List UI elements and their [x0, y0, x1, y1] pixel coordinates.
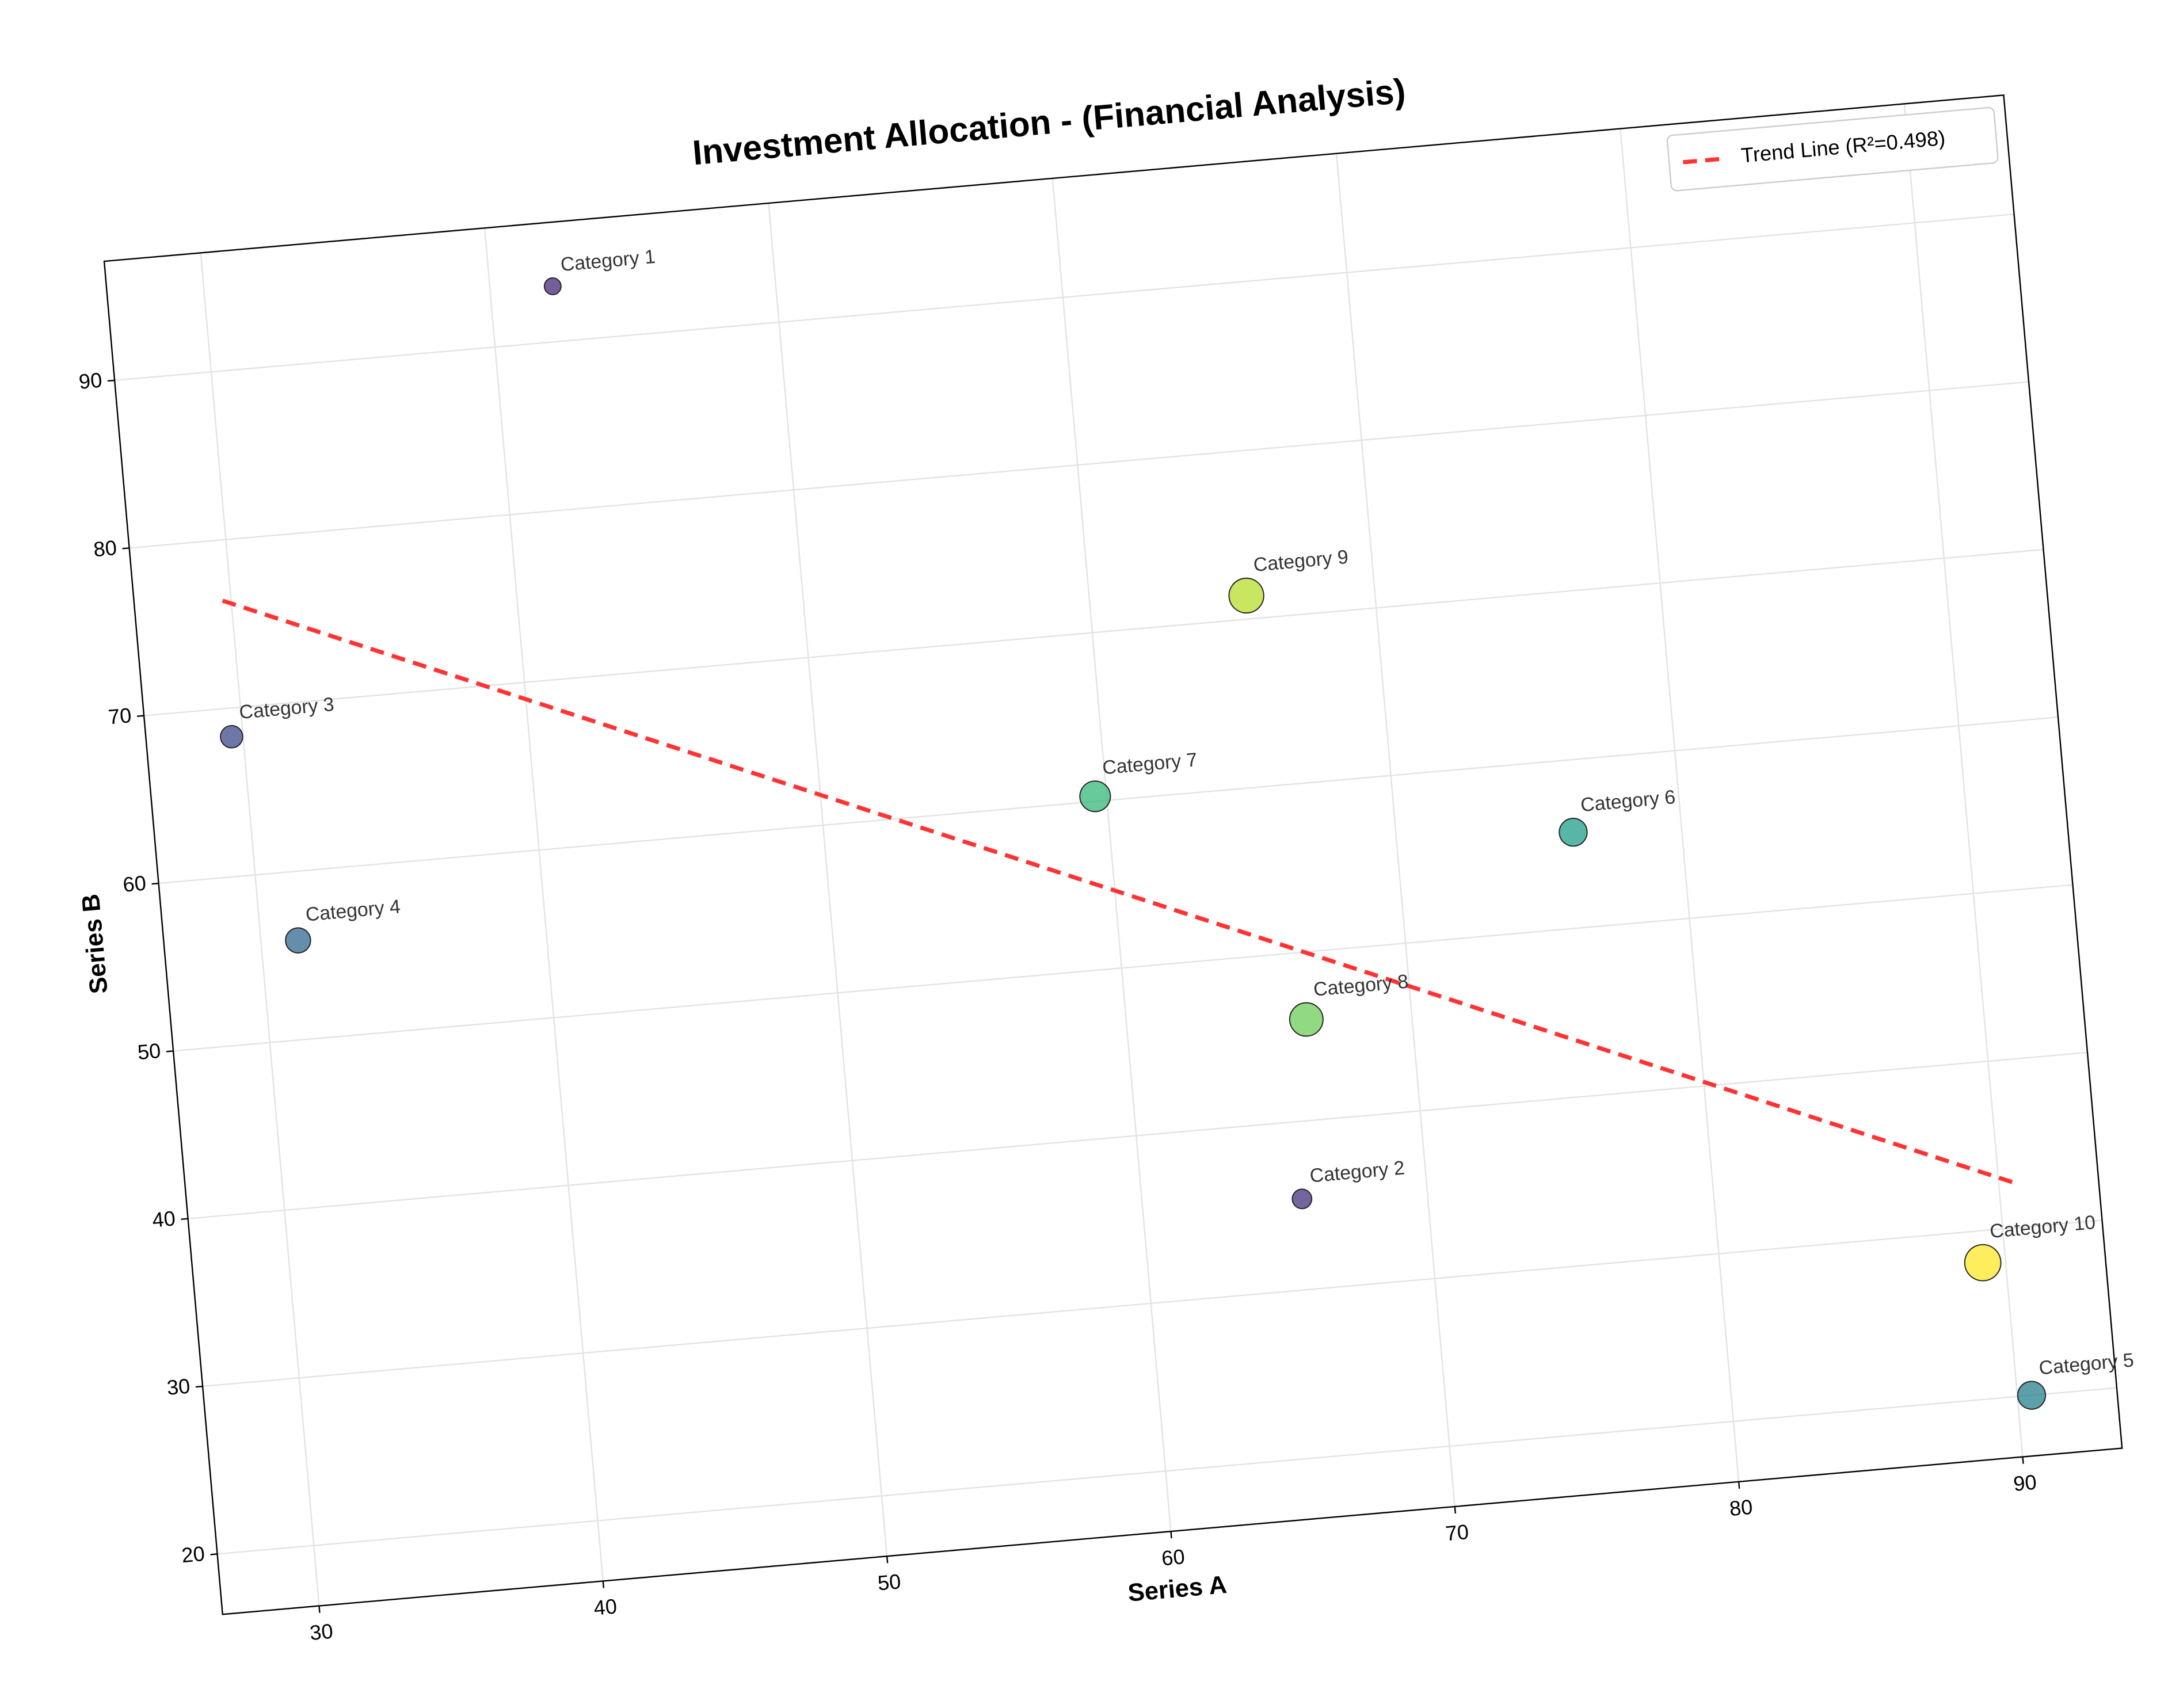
grid-line — [1620, 128, 1740, 1482]
bubble — [285, 927, 311, 954]
legend-box — [1666, 106, 1999, 192]
grid-line — [188, 1051, 2088, 1219]
y-tick-label: 20 — [181, 1542, 206, 1567]
grid-line — [129, 381, 2029, 549]
grid-line — [1335, 153, 1456, 1507]
grid-line — [1903, 104, 2024, 1457]
x-tick-label: 90 — [2013, 1470, 2038, 1496]
tick-mark — [602, 1581, 605, 1588]
grid-line — [144, 548, 2044, 716]
bubble — [1228, 577, 1264, 614]
y-tick-label: 90 — [78, 368, 103, 393]
grid-line — [217, 1387, 2117, 1555]
grid-line — [200, 253, 320, 1606]
tick-mark — [1454, 1506, 1457, 1514]
grid-line — [768, 203, 888, 1557]
x-tick-label: 80 — [1728, 1495, 1754, 1520]
bubble — [1289, 1002, 1324, 1037]
bubble — [220, 725, 243, 749]
grid-line — [115, 213, 2014, 382]
y-tick-label: 60 — [122, 871, 147, 897]
x-tick-label: 70 — [1445, 1520, 1470, 1545]
x-tick-label: 30 — [309, 1619, 334, 1645]
x-axis-label: Series A — [1127, 1571, 1228, 1607]
y-tick-label: 50 — [136, 1039, 162, 1064]
tick-mark — [107, 379, 115, 382]
trend-line — [222, 598, 2014, 1184]
grid-line — [483, 228, 604, 1581]
grid-line — [1051, 178, 1172, 1532]
tick-mark — [195, 1385, 203, 1388]
tick-mark — [151, 882, 159, 885]
plot-frame — [103, 94, 2123, 1615]
y-tick-label: 40 — [151, 1206, 177, 1232]
bubble — [1559, 818, 1588, 847]
bubble — [2017, 1381, 2047, 1410]
bubble — [543, 277, 562, 295]
y-axis-label: Series B — [77, 893, 113, 994]
plot-background — [104, 95, 2123, 1615]
x-tick-label: 60 — [1161, 1545, 1186, 1570]
grid-line — [202, 1219, 2102, 1387]
y-tick-label: 70 — [107, 703, 132, 729]
grid-line — [173, 884, 2073, 1052]
x-tick-label: 40 — [593, 1594, 618, 1619]
tick-mark — [2022, 1457, 2024, 1464]
bubble — [1079, 780, 1111, 813]
bubble — [1291, 1188, 1313, 1210]
x-tick-label: 50 — [877, 1569, 902, 1595]
y-tick-label: 30 — [166, 1374, 191, 1400]
y-tick-label: 80 — [93, 536, 118, 561]
bubble — [1964, 1244, 2002, 1282]
